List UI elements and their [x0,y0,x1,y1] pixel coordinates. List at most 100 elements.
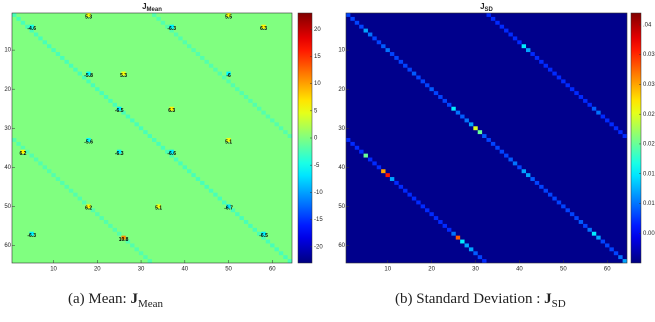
cell-label: -6.5 [259,233,268,239]
heatmap-cell [539,184,544,189]
caption-text: (a) Mean: [68,291,130,307]
heatmap-cell [569,212,575,217]
cell-label: 5.1 [225,139,232,145]
heatmap-cell [464,118,469,123]
colorbar [630,12,642,264]
heatmap-cell [283,255,288,260]
heatmap-cell [130,118,135,123]
heatmap-cell [394,55,399,60]
cell-label: 6.3 [168,108,175,114]
x-tick-label: 60 [269,267,276,273]
cell-label: 5.3 [85,14,92,20]
heatmap-cell [20,149,26,154]
heatmap-cell [411,196,417,201]
cell-label: 6.3 [260,26,267,32]
heatmap-cell [425,208,430,213]
heatmap-cell [243,220,249,224]
caption-text: (b) Standard Deviation : [395,291,544,307]
heatmap-cell [165,24,170,29]
heatmap-cell [587,227,592,232]
heatmap-cell [504,153,509,158]
heatmap-cell [429,212,434,217]
heatmap-cell [147,134,152,138]
heatmap-cell [398,59,404,64]
heatmap-cell [261,235,266,240]
heatmap-cell [278,251,284,256]
heatmap-cell [64,59,69,64]
heatmap-cell [420,79,426,84]
heatmap-cell [121,110,126,115]
heatmap-cell [112,102,117,107]
heatmap-cell [138,126,144,131]
colorbar-tick-label: 0 [314,136,318,142]
x-tick-label: 10 [50,267,57,273]
heatmap-cell [287,134,292,138]
heatmap-cell [165,149,170,154]
heatmap-cell [90,208,96,213]
heatmap-cell [274,247,279,252]
heatmap-cell [25,24,30,29]
y-tick-label: 20 [338,87,345,93]
heatmap-cell [156,204,161,209]
chart-title: JMean [142,2,162,12]
colorbar-tick-label: 0.02 [643,142,655,148]
y-tick-label: 50 [338,204,345,210]
heatmap-cell [178,36,183,41]
heatmap-cell [108,98,113,103]
heatmap-cell [77,196,82,201]
heatmap-cell [169,149,174,154]
y-tick-label: 60 [338,243,345,249]
heatmap-cell [425,83,430,88]
cell-label: 10.8 [119,237,129,243]
x-tick-label: 10 [384,267,391,273]
heatmap-cell [51,48,56,53]
heatmap-cell [578,95,584,99]
heatmap-cell [287,259,292,263]
heatmap-cell [455,235,461,240]
heatmap-cell [482,259,487,263]
heatmap-cell [117,231,122,236]
heatmap-cell [411,71,417,76]
heatmap-cell [587,102,592,107]
x-tick-label: 30 [138,267,145,273]
heatmap-cell [86,79,91,84]
caption-a: (a) Mean: JMean [68,291,164,309]
x-tick-label: 50 [560,267,567,273]
heatmap-cell [160,20,166,25]
heatmap-cell [222,75,227,80]
heatmap-cell [16,16,21,21]
heatmap-cell [565,208,570,213]
heatmap-cell [248,98,253,103]
title-subscript: Mean [147,7,163,13]
heatmap-cell [169,24,174,29]
heatmap-cell [68,188,74,193]
heatmap-cell [73,67,78,72]
heatmap-cell [261,24,266,29]
heatmap-cell [195,177,201,181]
heatmap-cell [398,184,404,189]
heatmap-cell [152,13,157,17]
heatmap-cell [160,145,166,150]
heatmap-cell [29,153,34,158]
y-tick-label: 50 [4,204,11,210]
heatmap-cell [191,173,196,178]
plot-frame [345,12,628,264]
heatmap-cell [42,40,47,45]
heatmap-cell [222,200,227,205]
heatmap-cell [354,145,360,150]
plot-frame [11,12,293,264]
heatmap-cell [86,71,91,76]
caption-subscript: Mean [138,298,164,310]
heatmap-cell [367,157,373,162]
heatmap-cell [261,231,266,236]
heatmap-cell [613,251,619,256]
heatmap-cell [547,192,553,197]
heatmap-cell [38,36,43,41]
heatmap-cell [99,91,104,96]
cell-label: -6.3 [167,26,176,32]
heatmap-cell [243,95,249,99]
heatmap-cell [539,59,544,64]
heatmap-cell [622,134,627,138]
heatmap-cell [618,255,623,260]
heatmap-cell [569,87,575,92]
